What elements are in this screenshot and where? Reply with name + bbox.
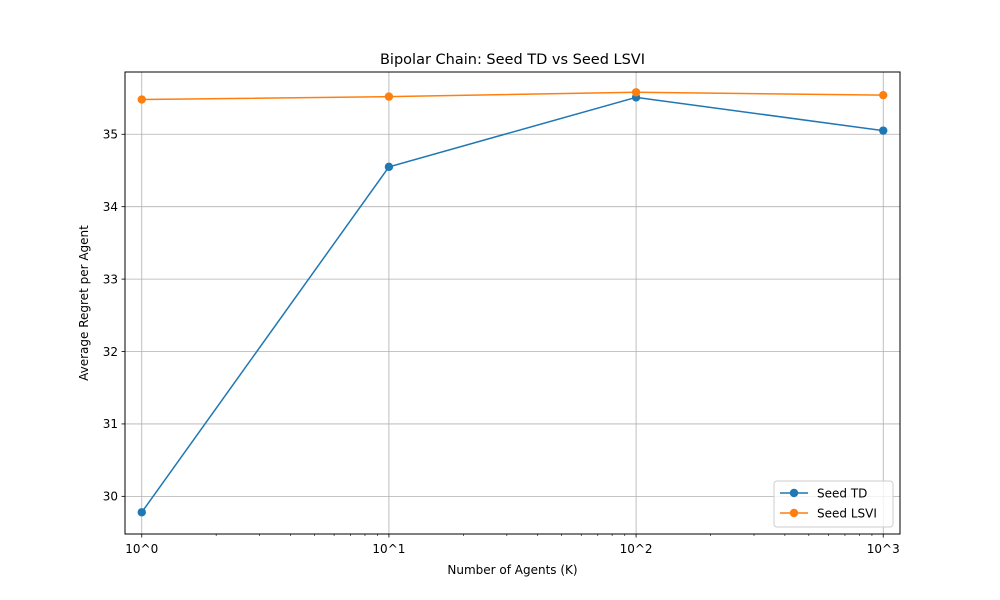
y-tick-label: 34 <box>103 200 118 214</box>
y-tick-label: 33 <box>103 272 118 286</box>
series-line-seed-td <box>141 96 884 513</box>
series-line-seed-lsvi <box>141 91 884 101</box>
data-point-seed-td <box>879 126 888 135</box>
legend-label-seed-lsvi: Seed LSVI <box>817 507 877 521</box>
series-layer <box>137 88 888 517</box>
data-point-seed-lsvi <box>879 90 888 100</box>
legend-marker-seed-lsvi <box>789 508 799 518</box>
legend-label-seed-td: Seed TD <box>817 487 867 501</box>
x-tick-label: 10^3 <box>867 542 900 556</box>
x-tick-label: 10^1 <box>372 542 405 556</box>
data-point-seed-lsvi <box>384 92 394 101</box>
x-tick-label: 10^0 <box>125 542 158 556</box>
legend: Seed TD Seed LSVI <box>773 480 894 528</box>
data-point-seed-td <box>137 508 146 517</box>
x-tick-label: 10^2 <box>620 542 653 556</box>
x-axis-label: Number of Agents (K) <box>447 563 577 577</box>
data-point-seed-lsvi <box>137 95 146 104</box>
data-point-seed-td <box>384 162 394 172</box>
grid <box>125 72 900 534</box>
ticks: 10^0 10^1 10^2 10^3 30 31 32 33 34 35 <box>103 128 900 556</box>
y-axis-label: Average Regret per Agent <box>77 225 91 381</box>
chart-title: Bipolar Chain: Seed TD vs Seed LSVI <box>380 52 645 68</box>
y-tick-label: 31 <box>103 417 118 431</box>
legend-marker-seed-td <box>789 488 799 498</box>
y-tick-label: 32 <box>103 345 118 359</box>
data-point-seed-lsvi <box>631 88 641 97</box>
y-tick-label: 30 <box>103 490 118 504</box>
plot-frame <box>124 71 901 535</box>
y-tick-label: 35 <box>103 128 118 142</box>
